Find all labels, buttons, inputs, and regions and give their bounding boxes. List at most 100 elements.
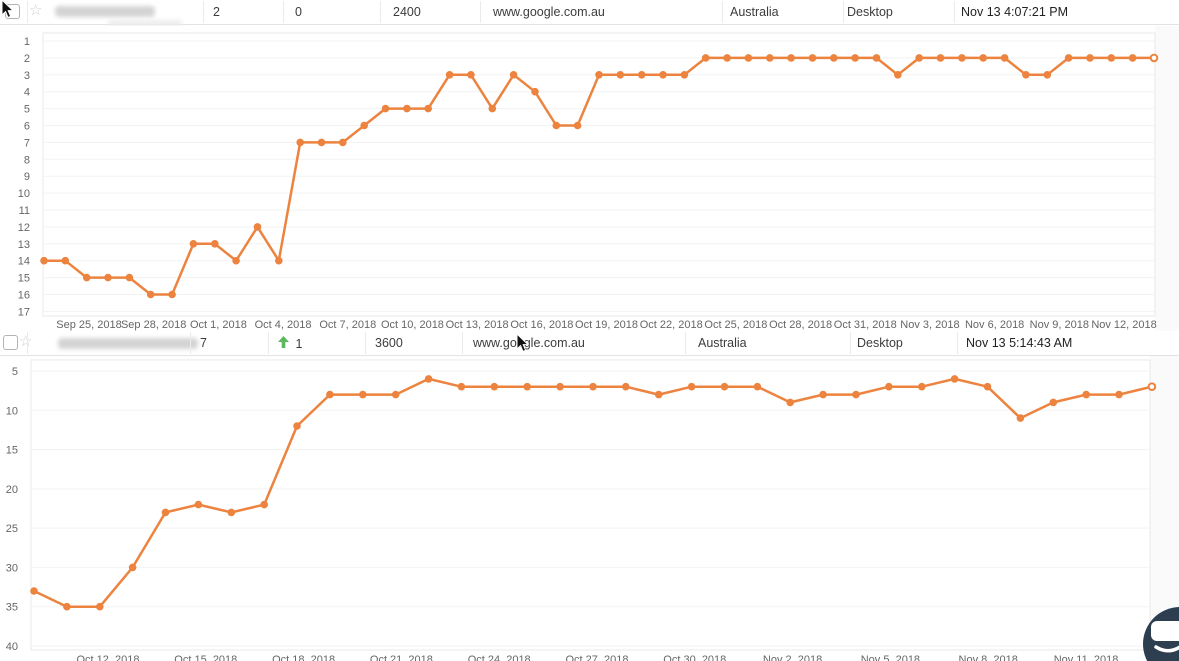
svg-text:10: 10 [6,405,18,417]
cell-divider [462,332,463,354]
svg-text:8: 8 [24,154,30,166]
rank-value: 2 [213,5,220,19]
chat-launcher-button[interactable] [1143,607,1179,661]
svg-text:Oct 31, 2018: Oct 31, 2018 [834,319,897,331]
chat-smiley-icon [1151,621,1179,653]
svg-text:Oct 15, 2018: Oct 15, 2018 [174,654,237,661]
rank-value: 7 [200,336,207,350]
svg-text:Sep 25, 2018: Sep 25, 2018 [56,319,121,331]
keyword-subtext-redacted [108,20,182,26]
rank-history-chart-1[interactable]: 1 2 3 4 5 6 7 8 9 10 11 12 13 14 15 16 17 Sep 25, 2018 Sep… [0,26,1179,331]
rank-change-cell: 1 [278,336,302,351]
device: Desktop [847,5,893,19]
cell-divider [850,332,851,354]
svg-text:Oct 16, 2018: Oct 16, 2018 [510,319,573,331]
svg-text:5: 5 [24,104,30,116]
location: Australia [730,5,779,19]
svg-text:20: 20 [6,484,18,496]
svg-text:2: 2 [24,53,30,65]
svg-text:Nov 12, 2018: Nov 12, 2018 [1091,319,1156,331]
location: Australia [698,336,747,350]
svg-text:Nov 8, 2018: Nov 8, 2018 [959,654,1018,661]
svg-text:6: 6 [24,121,30,133]
search-engine-url[interactable]: www.google.com.au [473,336,585,350]
svg-text:13: 13 [18,239,30,251]
svg-text:7: 7 [24,137,30,149]
svg-text:Oct 28, 2018: Oct 28, 2018 [769,319,832,331]
cell-divider [203,1,204,23]
cell-divider [365,332,366,354]
svg-text:Oct 27, 2018: Oct 27, 2018 [566,654,629,661]
svg-text:Nov 6, 2018: Nov 6, 2018 [965,319,1024,331]
cell-divider [27,1,28,23]
device: Desktop [857,336,903,350]
search-engine-url[interactable]: www.google.com.au [493,5,605,19]
cell-divider [722,1,723,23]
svg-text:11: 11 [19,205,30,217]
rank-up-arrow-icon [278,336,289,348]
svg-text:Nov 2, 2018: Nov 2, 2018 [763,654,822,661]
svg-text:Nov 5, 2018: Nov 5, 2018 [861,654,920,661]
rank-change: 1 [295,337,303,351]
search-volume: 2400 [393,5,421,19]
svg-text:Nov 9, 2018: Nov 9, 2018 [1030,319,1089,331]
cell-divider [380,1,381,23]
cell-divider [954,1,955,23]
svg-text:Oct 24, 2018: Oct 24, 2018 [468,654,531,661]
svg-text:Oct 22, 2018: Oct 22, 2018 [640,319,703,331]
svg-text:9: 9 [24,171,30,183]
cell-divider [268,332,269,354]
svg-text:Sep 28, 2018: Sep 28, 2018 [121,319,186,331]
cell-divider [283,1,284,23]
cell-divider [957,332,958,354]
checked-at: Nov 13 4:07:21 PM [961,5,1069,19]
svg-text:40: 40 [6,641,18,653]
svg-text:Oct 25, 2018: Oct 25, 2018 [704,319,767,331]
keyword-row-1[interactable]: ☆ 2 0 2400 www.google.com.au Australia D… [0,0,1179,26]
star-icon[interactable]: ☆ [19,333,33,350]
checked-at: Nov 13 5:14:43 AM [966,336,1073,350]
svg-text:5: 5 [12,366,18,378]
svg-text:15: 15 [18,273,30,285]
svg-text:Oct 4, 2018: Oct 4, 2018 [255,319,312,331]
svg-text:15: 15 [6,445,18,457]
cell-divider [480,1,481,23]
svg-text:Oct 1, 2018: Oct 1, 2018 [190,319,247,331]
row-checkbox[interactable] [3,335,18,350]
svg-text:3: 3 [24,70,30,82]
svg-text:17: 17 [18,306,30,318]
svg-text:Oct 12, 2018: Oct 12, 2018 [77,654,140,661]
svg-text:10: 10 [18,188,30,200]
keyword-row-2[interactable]: ☆ 7 1 3600 www.google.com.au Australia D… [0,331,1179,356]
svg-text:25: 25 [6,523,18,535]
svg-text:Oct 7, 2018: Oct 7, 2018 [319,319,376,331]
svg-text:Nov 11, 2018: Nov 11, 2018 [1054,654,1119,661]
rank-history-chart-2-svg: 5 10 15 20 25 30 35 40 Oct 12, 2018 Oct 15, 2018 O… [6,356,1179,661]
search-volume: 3600 [375,336,403,350]
svg-text:4: 4 [24,87,30,99]
rank-change: 0 [295,5,302,19]
keyword-redacted[interactable] [55,6,155,17]
svg-text:Oct 10, 2018: Oct 10, 2018 [381,319,444,331]
cell-divider [27,332,28,354]
svg-text:1: 1 [24,36,30,48]
svg-text:Oct 18, 2018: Oct 18, 2018 [272,654,335,661]
cell-divider [190,332,191,354]
svg-text:14: 14 [18,256,30,268]
svg-text:30: 30 [6,562,18,574]
svg-text:Oct 19, 2018: Oct 19, 2018 [575,319,638,331]
cell-divider [843,1,844,23]
svg-text:Oct 21, 2018: Oct 21, 2018 [370,654,433,661]
svg-text:16: 16 [18,290,30,302]
cell-divider [685,332,686,354]
svg-text:12: 12 [18,222,30,234]
svg-text:Nov 3, 2018: Nov 3, 2018 [900,319,959,331]
keyword-redacted[interactable] [58,338,198,349]
rank-history-chart-2[interactable]: 5 10 15 20 25 30 35 40 Oct 12, 2018 Oct 15, 2018 O… [0,356,1179,661]
star-icon[interactable]: ☆ [29,2,43,19]
row-checkbox[interactable] [5,4,20,19]
svg-text:Oct 30, 2018: Oct 30, 2018 [663,654,726,661]
svg-text:Oct 13, 2018: Oct 13, 2018 [446,319,509,331]
